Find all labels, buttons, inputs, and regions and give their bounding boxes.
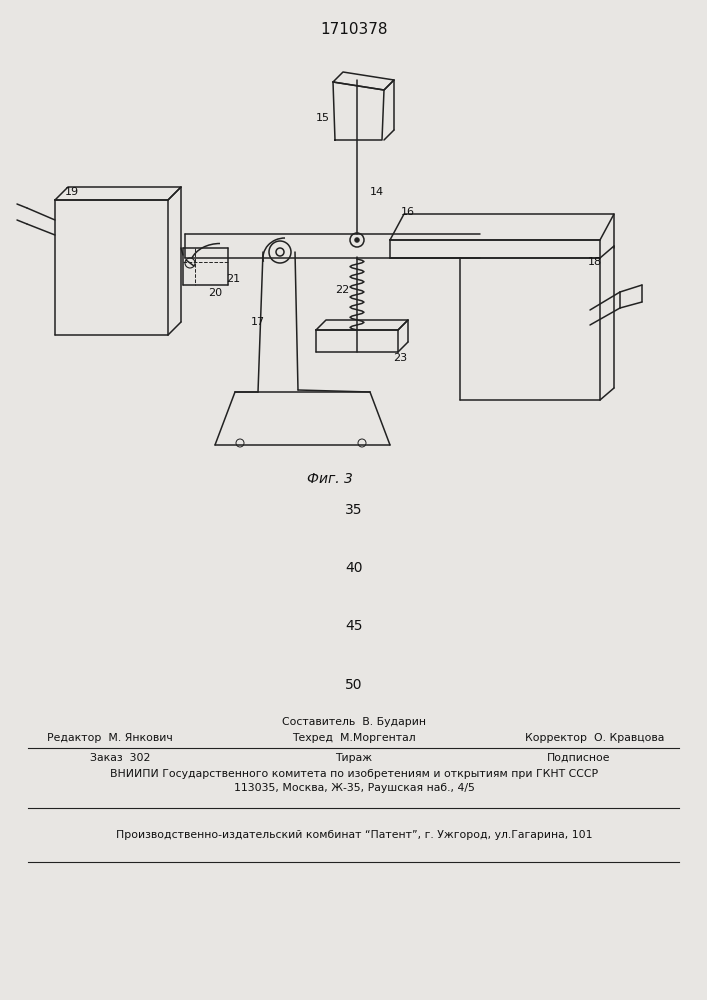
Text: Тираж: Тираж (335, 753, 373, 763)
Text: 113035, Москва, Ж-35, Раушская наб., 4/5: 113035, Москва, Ж-35, Раушская наб., 4/5 (233, 783, 474, 793)
Text: 21: 21 (226, 274, 240, 284)
Text: Техред  М.Моргентал: Техред М.Моргентал (292, 733, 416, 743)
Text: Корректор  О. Кравцова: Корректор О. Кравцова (525, 733, 665, 743)
Text: Фиг. 3: Фиг. 3 (307, 472, 353, 486)
Text: Составитель  В. Бударин: Составитель В. Бударин (282, 717, 426, 727)
Text: Редактор  М. Янкович: Редактор М. Янкович (47, 733, 173, 743)
Text: Подписное: Подписное (547, 753, 610, 763)
Text: 35: 35 (345, 503, 363, 517)
Text: 14: 14 (370, 187, 384, 197)
Text: 17: 17 (251, 317, 265, 327)
Text: 23: 23 (393, 353, 407, 363)
Text: Производственно-издательский комбинат “Патент”, г. Ужгород, ул.Гагарина, 101: Производственно-издательский комбинат “П… (116, 830, 592, 840)
Text: 1710378: 1710378 (320, 22, 387, 37)
Text: 19: 19 (65, 187, 79, 197)
Text: ВНИИПИ Государственного комитета по изобретениям и открытиям при ГКНТ СССР: ВНИИПИ Государственного комитета по изоб… (110, 769, 598, 779)
Text: 45: 45 (345, 619, 363, 633)
Text: Заказ  302: Заказ 302 (90, 753, 151, 763)
Text: 15: 15 (316, 113, 330, 123)
Text: 18: 18 (588, 257, 602, 267)
Text: 20: 20 (208, 288, 222, 298)
Circle shape (354, 237, 359, 242)
Text: 40: 40 (345, 561, 363, 575)
Text: 22: 22 (335, 285, 349, 295)
Text: 50: 50 (345, 678, 363, 692)
Text: 16: 16 (401, 207, 415, 217)
